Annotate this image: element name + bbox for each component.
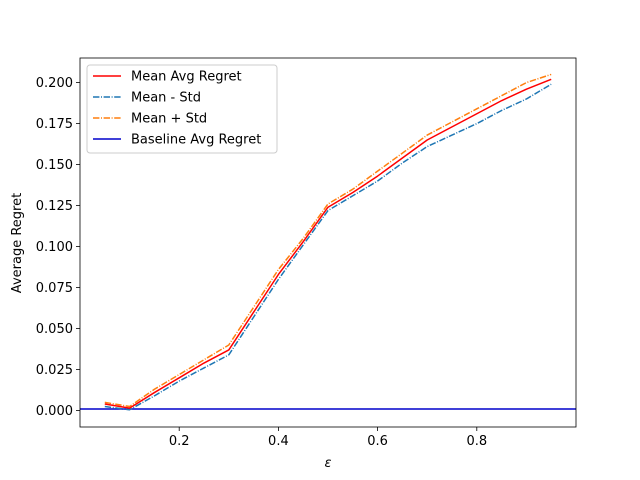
axes-frame: [79, 57, 577, 428]
legend-label: Mean - Std: [131, 91, 201, 106]
y-tick-label: 0.175: [36, 117, 73, 132]
y-tick-label: 0.100: [36, 240, 73, 255]
y-tick-label: 0.200: [36, 76, 73, 91]
x-axis-label: ε: [324, 456, 331, 471]
legend-label: Mean Avg Regret: [131, 70, 242, 85]
series-line-mean-std: [104, 83, 552, 411]
x-tick-label: 0.4: [268, 434, 289, 449]
y-tick-label: 0.125: [36, 199, 73, 214]
y-tick-label: 0.075: [36, 281, 73, 296]
legend-label: Mean + Std: [131, 112, 207, 127]
legend-box: [86, 64, 278, 154]
axes-layer: [79, 57, 577, 428]
series-line-mean-avg-regret: [104, 78, 552, 409]
x-tick-label: 0.6: [367, 434, 388, 449]
series-line-mean-std: [104, 73, 552, 408]
series-layer: [104, 73, 552, 411]
y-tick-label: 0.025: [36, 363, 73, 378]
legend: Mean Avg Regret Mean - Std Mean + Std Basel…: [86, 64, 278, 154]
y-axis-label: Average Regret: [10, 193, 25, 293]
y-tick-label: 0.000: [36, 404, 73, 419]
y-tick-label: 0.150: [36, 158, 73, 173]
x-tick-label: 0.2: [169, 434, 190, 449]
legend-label: Baseline Avg Regret: [131, 133, 261, 148]
ticks-layer: 0.2 0.4 0.6 0.8 0.000 0.025 0.050 0.075 0.100 0.1…: [36, 76, 487, 449]
y-tick-label: 0.050: [36, 322, 73, 337]
x-tick-label: 0.8: [466, 434, 487, 449]
